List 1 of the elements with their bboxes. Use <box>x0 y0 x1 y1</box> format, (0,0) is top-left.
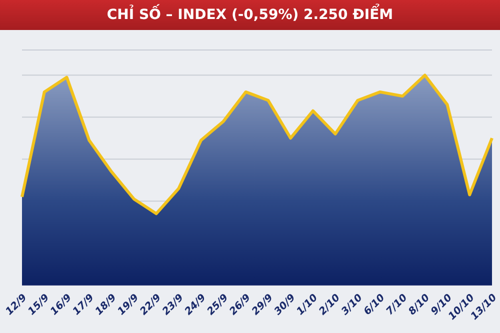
chart-title: CHỈ SỐ – INDEX (-0,59%) 2.250 ĐIỂM <box>0 0 500 30</box>
